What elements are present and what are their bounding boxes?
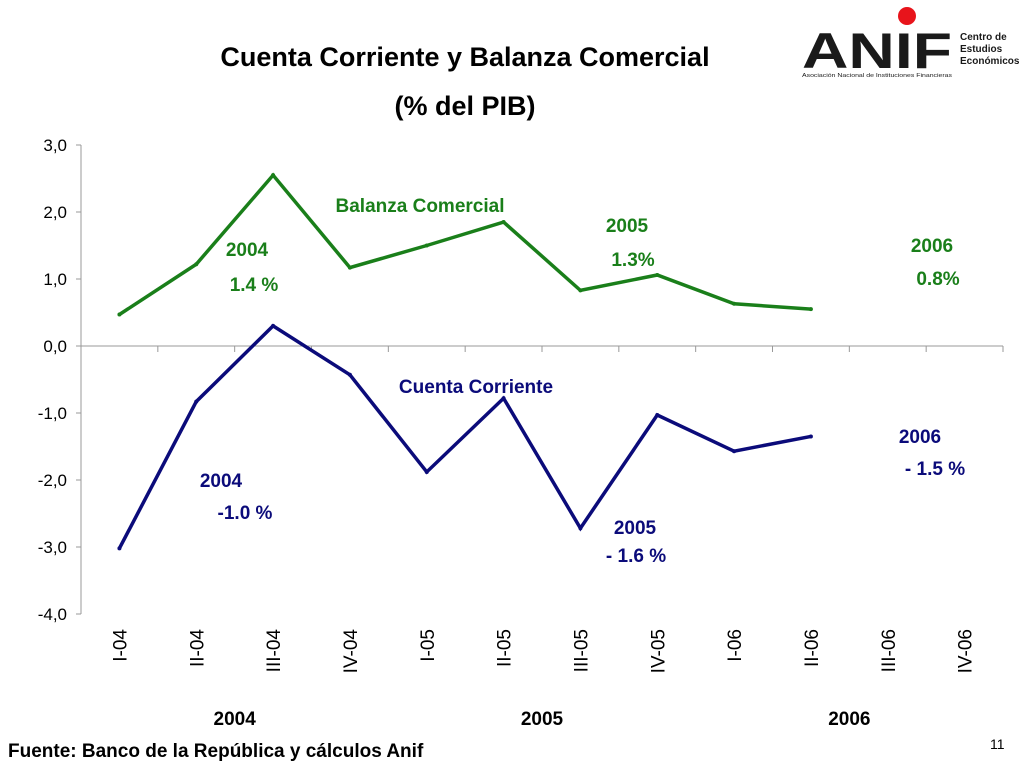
annotation-value: - 1.5 % bbox=[905, 459, 965, 480]
series-label: Balanza Comercial bbox=[336, 196, 505, 217]
data-point bbox=[655, 272, 660, 277]
data-point bbox=[271, 323, 276, 328]
source-footer: Fuente: Banco de la República y cálculos… bbox=[8, 741, 424, 762]
year-label: 2006 bbox=[828, 709, 870, 730]
annotation-year: 2004 bbox=[226, 240, 269, 261]
data-point bbox=[732, 301, 737, 306]
data-point bbox=[732, 449, 737, 454]
chart-title: Cuenta Corriente y Balanza Comercial bbox=[220, 42, 710, 72]
x-tick-label: III-06 bbox=[879, 629, 900, 672]
y-tick-label: 0,0 bbox=[43, 337, 67, 356]
y-tick-label: 3,0 bbox=[43, 136, 67, 155]
logo-subtitle: Asociación Nacional de Instituciones Fin… bbox=[802, 73, 952, 79]
y-tick-label: 1,0 bbox=[43, 270, 67, 289]
series-label: Cuenta Corriente bbox=[399, 377, 553, 398]
data-point bbox=[501, 396, 506, 401]
y-tick-label: -1,0 bbox=[38, 404, 67, 423]
annotation-year: 2005 bbox=[614, 518, 657, 539]
x-tick-label: III-05 bbox=[571, 629, 592, 672]
annotation-year: 2004 bbox=[200, 471, 243, 492]
annotation-value: 0.8% bbox=[916, 269, 959, 290]
logo-wordmark: ANIF bbox=[802, 23, 952, 79]
data-point bbox=[194, 399, 199, 404]
x-tick-label: I-04 bbox=[110, 629, 131, 662]
annotation-year: 2005 bbox=[606, 216, 649, 237]
data-point bbox=[424, 469, 429, 474]
logo-side-line2: Estudios bbox=[960, 44, 1003, 55]
data-point bbox=[655, 413, 660, 418]
series-line-cuenta-corriente bbox=[117, 323, 812, 550]
data-point bbox=[578, 288, 583, 293]
x-tick-label: IV-04 bbox=[341, 629, 362, 674]
annotation-value: 1.4 % bbox=[230, 275, 279, 296]
data-point bbox=[117, 546, 122, 551]
data-point bbox=[808, 434, 813, 439]
year-label: 2005 bbox=[521, 709, 564, 730]
x-tick-label: I-06 bbox=[725, 629, 746, 662]
x-tick-label: II-05 bbox=[495, 629, 516, 667]
data-point bbox=[808, 307, 813, 312]
data-point bbox=[347, 372, 352, 377]
logo-side-line1: Centro de bbox=[960, 32, 1007, 43]
y-tick-label: -4,0 bbox=[38, 605, 67, 624]
x-tick-label: III-04 bbox=[264, 629, 285, 673]
annotation-year: 2006 bbox=[899, 427, 941, 448]
annotation-value: - 1.6 % bbox=[606, 546, 666, 567]
year-label: 2004 bbox=[214, 709, 257, 730]
annotation-value: -1.0 % bbox=[218, 503, 273, 524]
data-point bbox=[424, 243, 429, 248]
annotation-value: 1.3% bbox=[611, 250, 654, 271]
x-tick-label: IV-06 bbox=[956, 629, 977, 673]
y-tick-label: -3,0 bbox=[38, 538, 67, 557]
logo-side-line3: Económicos bbox=[960, 56, 1020, 67]
data-point bbox=[347, 265, 352, 270]
data-point bbox=[501, 220, 506, 225]
data-point bbox=[194, 262, 199, 267]
y-tick-label: 2,0 bbox=[43, 203, 67, 222]
x-tick-label: I-05 bbox=[418, 629, 439, 662]
chart-subtitle: (% del PIB) bbox=[394, 91, 536, 121]
logo-dot bbox=[898, 7, 916, 25]
annotation-year: 2006 bbox=[911, 236, 953, 257]
x-tick-label: II-04 bbox=[187, 629, 208, 667]
data-point bbox=[578, 526, 583, 531]
data-point bbox=[117, 312, 122, 317]
data-point bbox=[271, 173, 276, 178]
y-tick-label: -2,0 bbox=[38, 471, 67, 490]
x-tick-label: II-06 bbox=[802, 629, 823, 667]
x-tick-label: IV-05 bbox=[648, 629, 669, 673]
anif-logo: ANIF Asociación Nacional de Institucione… bbox=[802, 7, 1020, 79]
series-line-balanza-comercial bbox=[118, 172, 812, 316]
page-number: 11 bbox=[990, 736, 1005, 752]
